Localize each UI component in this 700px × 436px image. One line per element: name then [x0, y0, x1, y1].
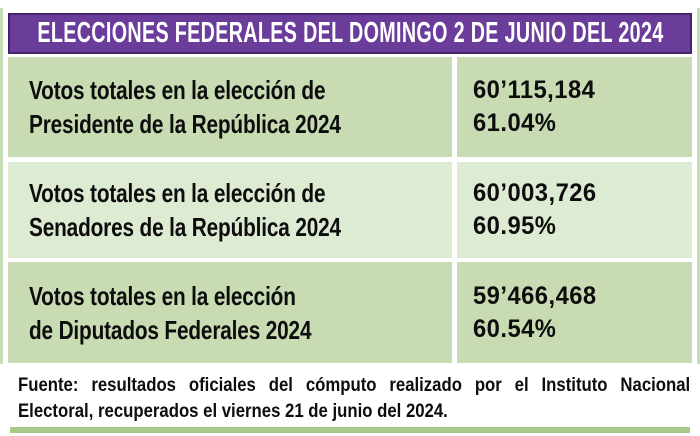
row-label-line2: de Diputados Federales 2024 [29, 314, 312, 345]
row-label-line1: Votos totales en la elección de [29, 75, 326, 105]
row-value-cell: 60’115,184 61.04% [457, 57, 692, 157]
row-value-cell: 59’466,468 60.54% [457, 262, 692, 363]
source-note: Fuente: resultados oficiales del cómputo… [18, 373, 700, 425]
votes-percent: 60.95% [473, 212, 557, 240]
row-label-line1: Votos totales en la elección [29, 280, 296, 311]
frame-right-border [697, 8, 700, 364]
row-label-line1: Votos totales en la elección de [29, 178, 326, 208]
title-bar: ELECCIONES FEDERALES DEL DOMINGO 2 DE JU… [8, 13, 692, 54]
votes-percent: 60.54% [473, 314, 557, 343]
votes-total: 59’466,468 [473, 281, 597, 310]
row-label-cell: Votos totales en la elección de Presiden… [8, 57, 452, 157]
row-label-line2: Senadores de la República 2024 [29, 212, 341, 242]
bottom-rule [10, 427, 690, 433]
row-value-cell: 60’003,726 60.95% [457, 162, 692, 258]
table-row-senadores: Votos totales en la elección de Senadore… [8, 162, 692, 258]
page-title: ELECCIONES FEDERALES DEL DOMINGO 2 DE JU… [36, 17, 664, 49]
votes-total: 60’003,726 [473, 179, 597, 207]
source-line2: Electoral, recuperados el viernes 21 de … [18, 401, 448, 422]
votes-total: 60’115,184 [473, 76, 596, 104]
row-label-cell: Votos totales en la elección de Senadore… [8, 162, 452, 258]
source-line1: Fuente: resultados oficiales del cómputo… [18, 375, 691, 396]
votes-percent: 61.04% [473, 109, 557, 137]
row-label-cell: Votos totales en la elección de Diputado… [8, 262, 452, 363]
frame-left-border [0, 8, 3, 364]
row-label-line2: Presidente de la República 2024 [29, 109, 341, 139]
table-row-presidente: Votos totales en la elección de Presiden… [8, 57, 692, 157]
table-row-diputados: Votos totales en la elección de Diputado… [8, 262, 692, 363]
